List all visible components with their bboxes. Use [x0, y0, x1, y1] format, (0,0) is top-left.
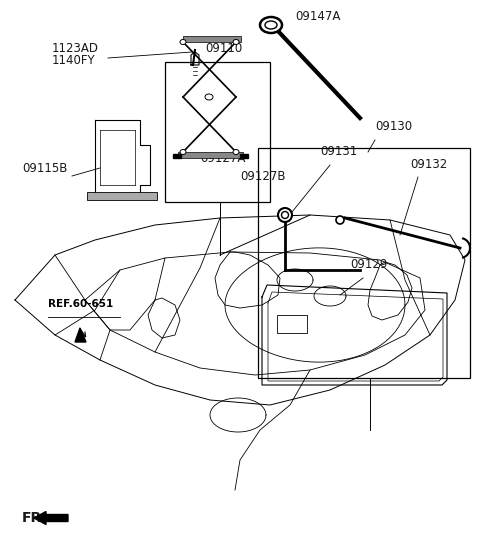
- Polygon shape: [75, 328, 86, 342]
- Ellipse shape: [180, 39, 186, 45]
- Bar: [240, 154, 248, 158]
- Bar: [173, 154, 181, 158]
- Ellipse shape: [233, 150, 239, 155]
- Text: 09127B: 09127B: [240, 170, 286, 183]
- Ellipse shape: [233, 39, 239, 45]
- Bar: [258, 148, 470, 378]
- Text: FR.: FR.: [22, 511, 48, 525]
- Text: 09129: 09129: [350, 258, 387, 271]
- Text: 09130: 09130: [375, 120, 412, 133]
- Text: 09147A: 09147A: [295, 10, 340, 23]
- Ellipse shape: [260, 17, 282, 33]
- Bar: [87, 192, 157, 200]
- Bar: [183, 36, 241, 42]
- Bar: [178, 152, 243, 158]
- Text: 1140FY: 1140FY: [52, 54, 96, 67]
- Ellipse shape: [265, 21, 277, 29]
- Text: 1123AD: 1123AD: [52, 42, 99, 55]
- Text: 09115B: 09115B: [22, 162, 67, 175]
- Bar: [277, 315, 307, 333]
- Bar: [165, 62, 270, 202]
- Ellipse shape: [278, 208, 292, 222]
- Ellipse shape: [205, 94, 213, 100]
- Text: 09110: 09110: [205, 42, 242, 55]
- Text: REF.60-651: REF.60-651: [48, 299, 113, 309]
- Text: 09131: 09131: [320, 145, 357, 158]
- Ellipse shape: [180, 150, 186, 155]
- Ellipse shape: [281, 211, 288, 218]
- Text: 09132: 09132: [410, 158, 447, 171]
- Ellipse shape: [336, 216, 344, 224]
- Text: 09127A: 09127A: [200, 152, 245, 165]
- FancyArrow shape: [34, 512, 68, 525]
